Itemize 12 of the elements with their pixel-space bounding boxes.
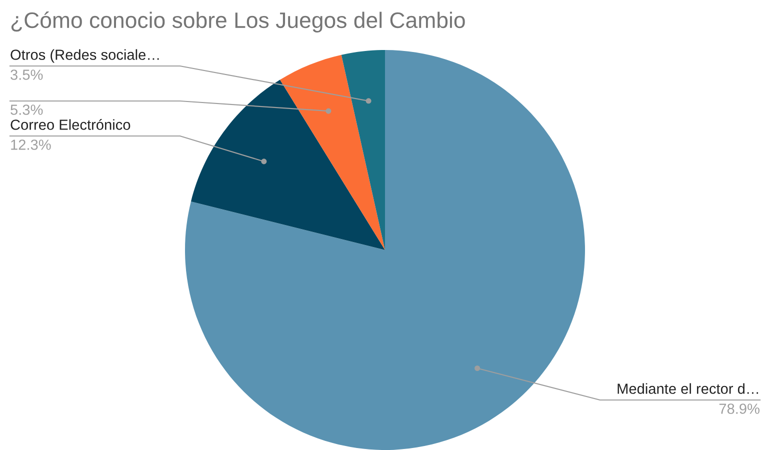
pie-slice xyxy=(341,50,385,250)
slice-label: Correo Electrónico xyxy=(10,119,130,130)
slice-label: Mediante el rector d… xyxy=(618,383,758,394)
pie-slice xyxy=(280,54,385,250)
data-label: 12.3% xyxy=(11,140,51,150)
data-label: 3.5% xyxy=(10,70,43,80)
pie-slice xyxy=(185,50,585,450)
data-label: 5.3% xyxy=(10,104,43,115)
chart-title: ¿Cómo conocio sobre Los Juegos del Cambio xyxy=(11,12,465,32)
data-label: 78.9% xyxy=(719,404,760,414)
pie-slice xyxy=(190,80,385,250)
slice-label: Otros (Redes sociale… xyxy=(10,49,159,63)
